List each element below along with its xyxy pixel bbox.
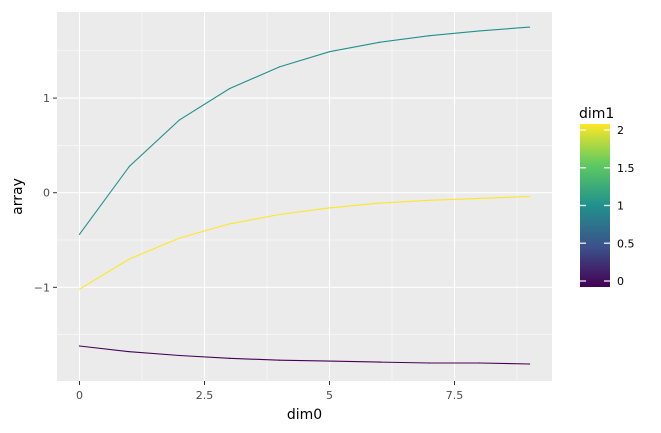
data-point — [178, 237, 181, 239]
data-point — [78, 288, 81, 290]
data-point — [78, 345, 81, 347]
series-line-dim1-1 — [79, 26, 530, 235]
data-point — [178, 354, 181, 357]
colorbar-tick-label: 2 — [617, 124, 624, 137]
y-axis: −1 0 1 — [34, 92, 57, 294]
x-axis: 0 2.5 5 7.5 — [76, 381, 463, 402]
panel-background — [57, 12, 552, 381]
series-line-dim1-2 — [79, 195, 530, 290]
series-lines — [78, 26, 531, 365]
data-point — [278, 213, 281, 216]
data-point — [228, 223, 231, 225]
colorbar-tick-label: 0 — [617, 275, 624, 288]
data-point — [328, 51, 331, 53]
data-point — [428, 35, 431, 37]
x-tick-label: 0 — [76, 389, 83, 402]
data-point — [278, 66, 281, 68]
data-point — [278, 359, 281, 361]
data-point — [128, 165, 131, 167]
colorbar-tick-label: 0.5 — [617, 237, 635, 250]
data-point — [528, 195, 531, 198]
data-point — [528, 363, 531, 365]
x-tick-label: 7.5 — [446, 389, 464, 402]
data-point — [428, 199, 431, 201]
data-point — [478, 362, 481, 364]
x-tick-label: 2.5 — [196, 389, 214, 402]
plot-panel — [57, 12, 552, 381]
data-point — [478, 30, 481, 32]
x-tick-label: 5 — [326, 389, 333, 402]
data-point — [378, 202, 381, 204]
y-tick-label: 1 — [43, 92, 50, 105]
data-point — [378, 41, 381, 43]
legend-title: dim1 — [579, 106, 614, 122]
x-axis-title: dim0 — [287, 407, 322, 423]
data-point — [128, 258, 131, 260]
y-tick-label: 0 — [43, 187, 50, 200]
y-axis-title: array — [10, 178, 26, 215]
data-point — [228, 88, 231, 90]
data-point — [478, 197, 481, 199]
data-point — [178, 119, 181, 121]
legend-colorbar: dim1 0 0.5 1 1.5 2 — [579, 106, 635, 288]
data-point — [228, 357, 231, 359]
data-point — [328, 360, 331, 362]
data-point — [378, 361, 381, 363]
data-point — [428, 362, 431, 364]
colorbar-tick-label: 1 — [617, 200, 624, 213]
data-point — [328, 207, 331, 209]
data-point — [528, 26, 531, 28]
data-point — [78, 233, 81, 235]
data-point — [128, 351, 131, 353]
series-line-dim1-0 — [79, 345, 530, 365]
colorbar-tick-label: 1.5 — [617, 162, 635, 175]
y-tick-label: −1 — [34, 281, 50, 294]
